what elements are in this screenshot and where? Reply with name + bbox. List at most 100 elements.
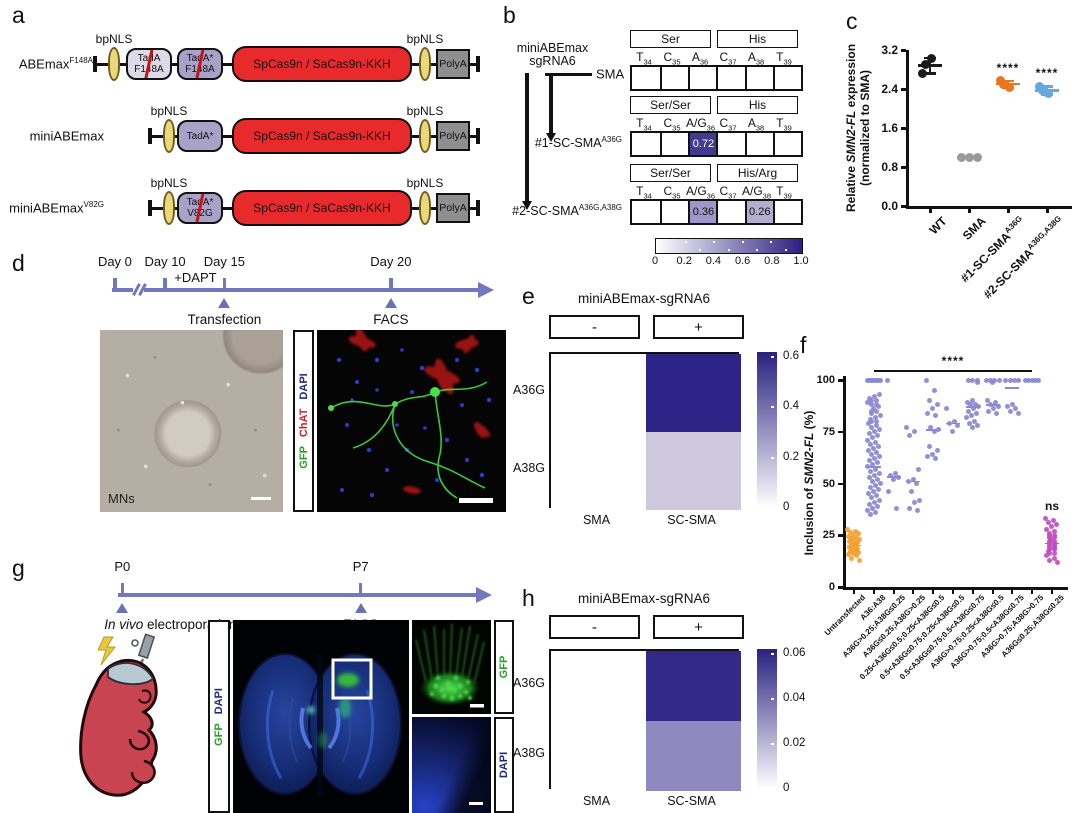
channel-name: GFP [213,722,225,746]
x-tick [1031,589,1034,594]
data-point [1044,89,1054,99]
data-point [984,398,990,404]
data-point [871,429,877,435]
editing-cell-row: 0.72 [630,131,803,157]
timeline-break [132,285,144,295]
nucleotide-label: T39 [776,50,792,67]
amino-acid-box: Ser/Ser [630,164,711,182]
colorbar-tick-label: 0 [651,255,659,267]
data-point [930,406,936,412]
data-point [877,377,883,383]
editing-cell: 0.26 [744,201,773,223]
data-point [906,505,912,511]
data-point [1007,408,1013,414]
colorbar [757,352,777,508]
bpnls-element [163,191,175,225]
data-point [877,454,883,460]
data-point [868,512,874,518]
mns-label: MNs [108,491,135,506]
data-point [1015,410,1021,416]
data-point [1009,402,1015,408]
data-point [848,529,854,535]
arrow-down-icon [546,133,556,142]
nucleotide-label: T34 [636,50,652,67]
data-point [1051,555,1057,561]
row-label: A38G [513,461,545,475]
data-point [1051,518,1057,524]
data-point [848,555,854,561]
y-tick-label: 1.6 [881,121,898,135]
data-point [856,557,862,563]
significance-stars: **** [996,60,1020,75]
data-point [970,377,976,383]
editing-cell: 0.72 [688,133,717,155]
x-axis [906,206,1072,209]
sig-bracket-line [873,370,1033,372]
backbone-cap [476,56,480,72]
construct-name-text: ABEmax [18,56,70,72]
data-point [1012,406,1018,412]
editing-cell [716,67,744,89]
heatmap: - + A36G A38G SMA SC-SMA 0.6 0.4 0.2 0 [513,283,800,531]
deaminase-box: TadA*F148A [177,48,223,80]
data-point [869,478,875,484]
median-line [1025,379,1040,381]
deaminase-box: TadA*V82G [177,192,223,224]
y-tick [901,166,906,169]
editing-cell [688,67,716,89]
channel-legend-gfp-dapi: GFP DAPI [208,620,230,813]
editing-cell [772,201,801,223]
row-label: A36G [513,676,545,690]
panel-d: d Day 0 Day 10 Day 15 Day 20 +DAPT Transfecti… [0,248,520,518]
backbone-cap [93,56,97,72]
timeline-marker-triangle [218,298,231,308]
data-point [870,505,876,511]
y-tick-label: 2.4 [881,82,898,96]
condition-header-box: - [549,615,640,639]
data-point [871,445,877,451]
data-point [916,497,922,503]
data-point [907,433,913,439]
y-tick [901,205,906,208]
tree-branch-line [549,72,553,134]
data-point [853,553,859,559]
condition-header-box: - [549,315,640,339]
data-point [867,501,873,507]
colorbar-tick-dot [741,241,744,243]
data-point [845,552,851,558]
data-point [849,535,855,541]
dapi-dark-band [412,717,491,813]
data-point [1049,524,1055,530]
timeline-event-label: Day 0 [97,254,132,269]
significance-stars: **** [941,354,965,368]
data-point [845,526,850,532]
heatmap-cell [551,651,646,721]
x-tick [971,589,974,594]
bpnls-label: bpNLS [95,32,133,46]
heatmap-cell [646,651,741,721]
y-axis [843,376,846,589]
data-point [999,79,1009,89]
sample-sup: A36G [601,135,622,144]
nucleotide-label: A/G36 [686,184,716,201]
colorbar-tick-dot [770,241,773,243]
backbone-cap [476,128,480,144]
data-point [868,495,874,501]
treatment-line1: miniABEmax [516,41,589,55]
timeline-tick [120,583,125,596]
data-point [865,507,871,513]
construct-name: miniABEmax [30,128,104,143]
construct-name: ABEmaxF148A [19,56,93,71]
editing-cell [632,133,660,155]
data-point [864,437,870,443]
panel-h-label: h [522,585,535,611]
data-point [985,408,991,414]
data-point [1054,559,1060,565]
median-line [965,406,980,408]
data-point [856,530,862,536]
scatter-plot: 0.0 0.8 1.6 2.4 3.2 WT SMA **** #1-SC-SMAA36G ***… [830,4,1080,326]
data-point [917,68,927,78]
data-point [873,493,879,499]
data-point [921,60,931,70]
data-point [965,377,971,383]
